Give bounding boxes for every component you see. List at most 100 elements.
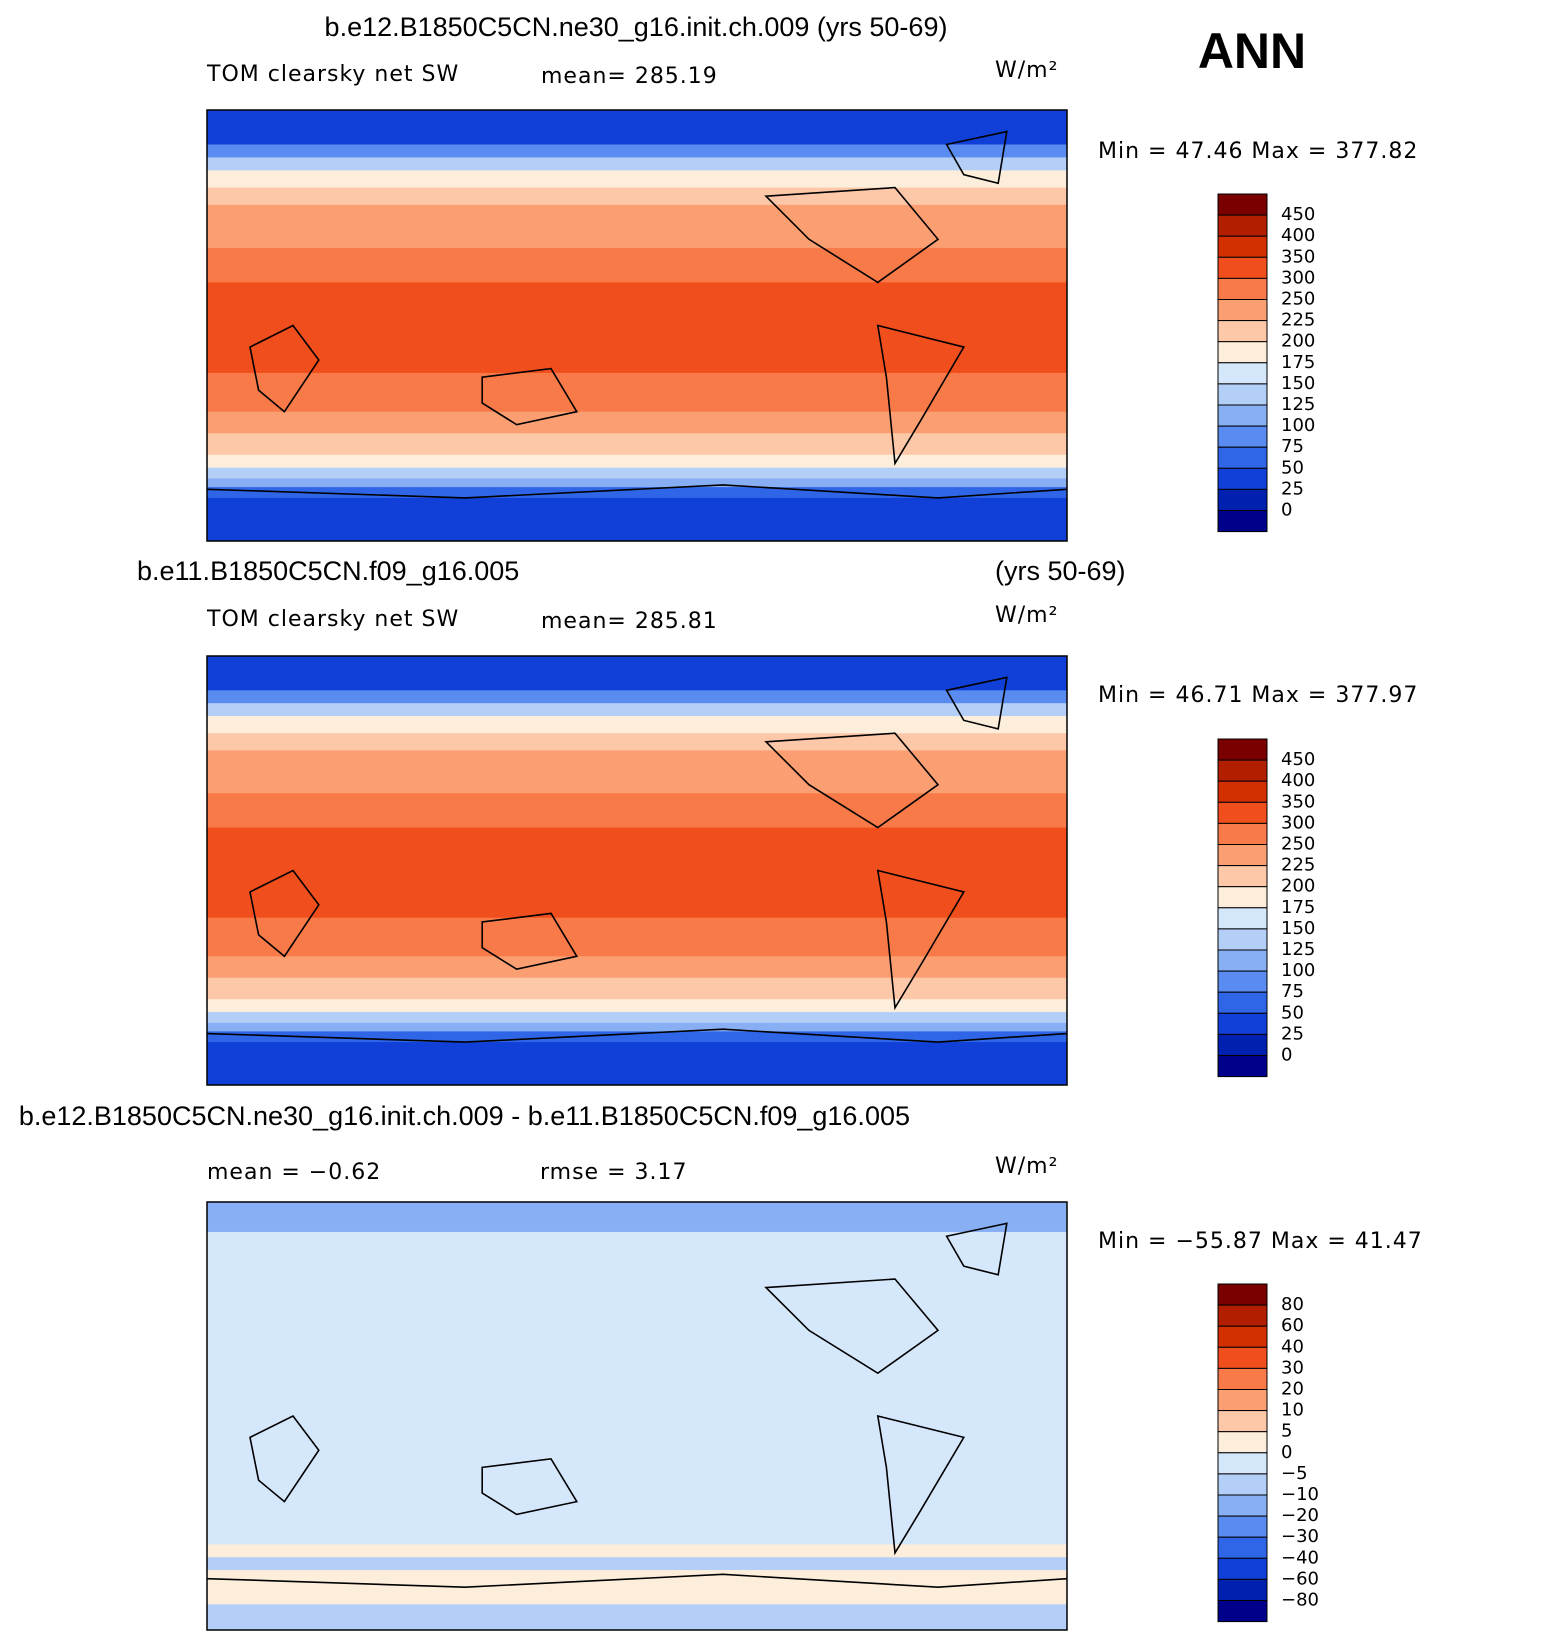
colorbar-label: 100	[1281, 960, 1315, 981]
colorbar-label: 20	[1281, 1379, 1304, 1400]
land-outline	[481, 1457, 579, 1516]
colorbar-label: 10	[1281, 1400, 1304, 1421]
land-outline	[876, 324, 966, 466]
colorbar-box	[1217, 801, 1268, 824]
map-band	[207, 1202, 1067, 1233]
colorbar-label: 75	[1281, 436, 1304, 457]
colorbar-box	[1217, 780, 1268, 803]
map-band	[207, 187, 1067, 206]
map-band	[207, 917, 1067, 957]
colorbar-box	[1217, 844, 1268, 867]
colorbar-label: 25	[1281, 478, 1304, 499]
units: W/m²	[995, 603, 1058, 628]
colorbar-box	[1217, 1578, 1268, 1602]
map-band	[207, 478, 1067, 488]
colorbar-label: 200	[1281, 876, 1315, 897]
colorbar-box	[1217, 383, 1268, 406]
colorbar-box	[1217, 341, 1268, 364]
land-outline	[206, 1028, 1068, 1043]
map-band	[207, 1042, 1067, 1086]
colorbar-label: 0	[1281, 1045, 1292, 1066]
map-band	[207, 144, 1067, 158]
colorbar-label: 200	[1281, 331, 1315, 352]
colorbar-label: 50	[1281, 457, 1304, 478]
colorbar-label: −10	[1281, 1484, 1319, 1505]
colorbar-label: 450	[1281, 204, 1315, 225]
center-string: rmse = 3.17	[540, 1160, 688, 1185]
colorbar-box	[1217, 1431, 1268, 1454]
colorbar-box	[1217, 1346, 1268, 1369]
colorbar-box	[1217, 949, 1268, 972]
colorbar-label: 60	[1281, 1315, 1304, 1336]
colorbar-box	[1217, 467, 1268, 490]
colorbar-label: 125	[1281, 939, 1315, 960]
land-outline	[945, 1222, 1008, 1276]
colorbar-label: 150	[1281, 373, 1315, 394]
units: W/m²	[995, 1154, 1058, 1179]
center-string: mean= 285.19	[541, 64, 718, 89]
map-band	[207, 1604, 1067, 1631]
map-band	[207, 433, 1067, 456]
colorbar-box	[1217, 488, 1268, 511]
colorbar-box	[1217, 510, 1268, 533]
map-band	[207, 703, 1067, 717]
colorbar-box	[1217, 277, 1268, 300]
map-band	[207, 1031, 1067, 1043]
land-outline	[945, 130, 1008, 185]
colorbar-box	[1217, 970, 1268, 993]
land-outline	[249, 869, 320, 958]
colorbar-label: 125	[1281, 394, 1315, 415]
colorbar-box	[1217, 1389, 1268, 1412]
map-band	[207, 110, 1067, 145]
land-outline	[764, 1278, 940, 1375]
map-band	[207, 1012, 1067, 1024]
colorbar-label: 450	[1281, 749, 1315, 770]
colorbar-box	[1217, 886, 1268, 909]
colorbar-box	[1217, 759, 1268, 782]
colorbar-box	[1217, 214, 1268, 237]
colorbar-box	[1217, 256, 1268, 279]
colorbar-label: 300	[1281, 812, 1315, 833]
colorbar-box	[1217, 1033, 1268, 1057]
colorbar-label: 75	[1281, 981, 1304, 1002]
map-band	[207, 204, 1067, 249]
colorbar-box	[1217, 1473, 1268, 1496]
colorbar-box	[1217, 235, 1268, 258]
colorbar-label: 150	[1281, 918, 1315, 939]
colorbar-box	[1217, 193, 1268, 216]
map-band	[207, 999, 1067, 1013]
colorbar-label: −60	[1281, 1568, 1319, 1589]
colorbar-box	[1217, 1515, 1268, 1538]
colorbar-box	[1217, 425, 1268, 448]
map-band	[207, 1570, 1067, 1605]
season-label: ANN	[1198, 23, 1306, 79]
map-frame	[206, 655, 1068, 1086]
colorbar-box	[1217, 865, 1268, 888]
units: W/m²	[995, 58, 1058, 83]
colorbar-label: 225	[1281, 855, 1315, 876]
colorbar-box	[1217, 299, 1268, 322]
colorbar-box	[1217, 1410, 1268, 1433]
colorbar-label: 30	[1281, 1357, 1304, 1378]
land-outline	[206, 1573, 1068, 1589]
map-band	[207, 750, 1067, 794]
colorbar-box	[1217, 738, 1268, 761]
colorbar-label: 225	[1281, 310, 1315, 331]
colorbar-label: 50	[1281, 1002, 1304, 1023]
colorbar-label: 25	[1281, 1023, 1304, 1044]
colorbar-box	[1217, 404, 1268, 427]
min-max: Min = −55.87 Max = 41.47	[1098, 1229, 1423, 1254]
colorbar-label: −40	[1281, 1547, 1319, 1568]
colorbar-label: 350	[1281, 791, 1315, 812]
left-string: TOM clearsky net SW	[206, 62, 459, 87]
map-band	[207, 793, 1067, 829]
map-band	[207, 733, 1067, 751]
map-band	[207, 454, 1067, 469]
colorbar-box	[1217, 446, 1268, 469]
colorbar-label: 100	[1281, 415, 1315, 436]
left-string: mean = −0.62	[207, 1160, 381, 1185]
colorbar-box	[1217, 1055, 1268, 1078]
map-band	[207, 690, 1067, 704]
map-band	[207, 656, 1067, 691]
